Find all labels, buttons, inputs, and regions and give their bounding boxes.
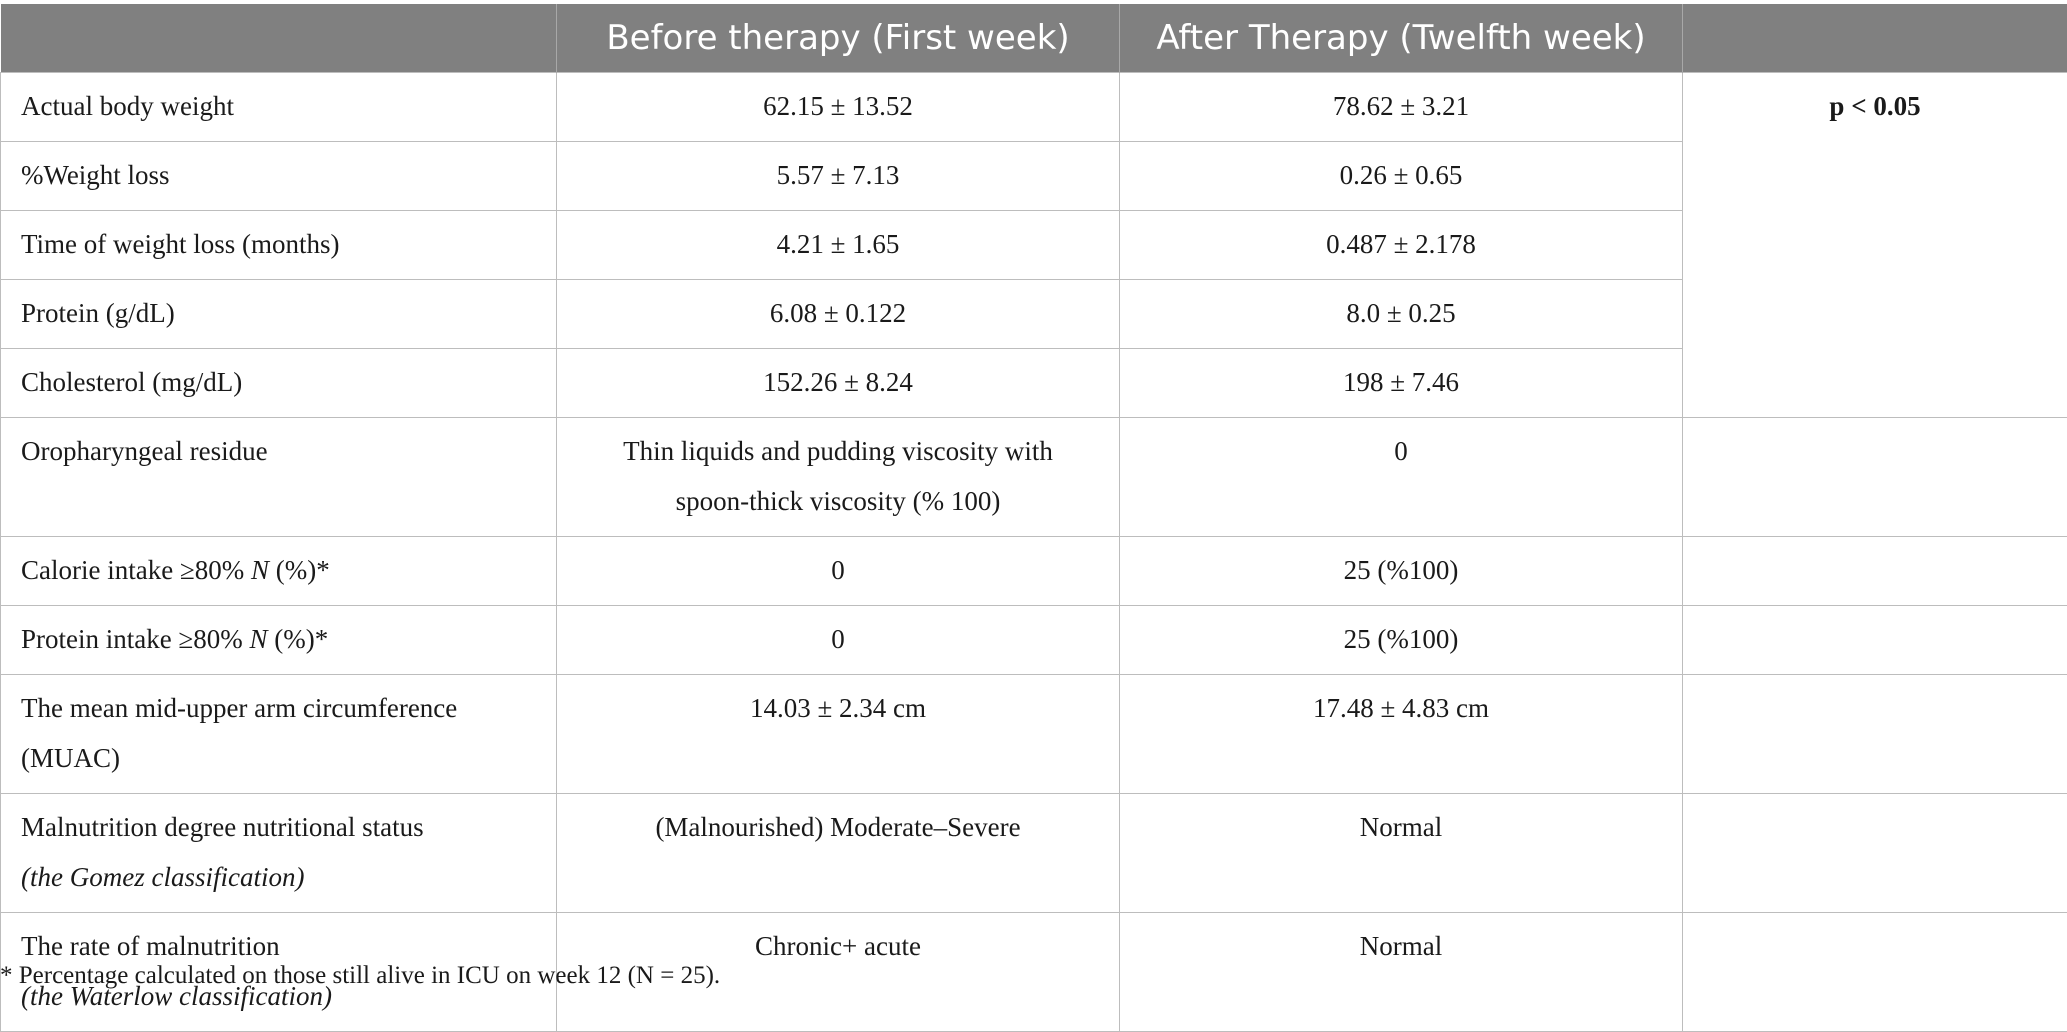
empty-cell — [1683, 418, 2067, 537]
table-row: Actual body weight 62.15 ± 13.52 78.62 ±… — [1, 73, 2067, 142]
row-label: The mean mid-upper arm circumference (MU… — [1, 675, 557, 794]
row-label-text: (%)* — [269, 555, 330, 585]
row-label: Malnutrition degree nutritional status (… — [1, 794, 557, 913]
before-value: 152.26 ± 8.24 — [557, 349, 1120, 418]
after-value: 78.62 ± 3.21 — [1120, 73, 1683, 142]
row-label-subtitle: (the Gomez classification) — [21, 852, 536, 902]
row-label: Protein (g/dL) — [1, 280, 557, 349]
row-label: Time of weight loss (months) — [1, 211, 557, 280]
row-label-line: The mean mid-upper arm circumference — [21, 683, 536, 733]
row-label: %Weight loss — [1, 142, 557, 211]
empty-cell — [1683, 675, 2067, 794]
significance-value: p < 0.05 — [1683, 73, 2067, 418]
row-label: Actual body weight — [1, 73, 557, 142]
after-value: 8.0 ± 0.25 — [1120, 280, 1683, 349]
before-value: 6.08 ± 0.122 — [557, 280, 1120, 349]
empty-cell — [1683, 537, 2067, 606]
after-value: Normal — [1120, 794, 1683, 913]
table-row: The mean mid-upper arm circumference (MU… — [1, 675, 2067, 794]
after-value: 25 (%100) — [1120, 537, 1683, 606]
after-value: 0.26 ± 0.65 — [1120, 142, 1683, 211]
header-after-therapy: After Therapy (Twelfth week) — [1120, 4, 1683, 73]
row-label-n: N — [250, 624, 268, 654]
row-label: Oropharyngeal residue — [1, 418, 557, 537]
table-footnote: * Percentage calculated on those still a… — [0, 962, 720, 990]
before-value-line: Thin liquids and pudding viscosity with — [577, 426, 1099, 476]
row-label: Cholesterol (mg/dL) — [1, 349, 557, 418]
table-row: Protein intake ≥80% N (%)* 0 25 (%100) — [1, 606, 2067, 675]
table-row: Oropharyngeal residue Thin liquids and p… — [1, 418, 2067, 537]
row-label-line: (MUAC) — [21, 733, 536, 783]
row-label-line: Malnutrition degree nutritional status — [21, 802, 536, 852]
before-value-line: spoon-thick viscosity (% 100) — [577, 476, 1099, 526]
after-value: 25 (%100) — [1120, 606, 1683, 675]
before-value: 0 — [557, 537, 1120, 606]
results-table: Before therapy (First week) After Therap… — [0, 4, 2067, 1032]
before-value: 14.03 ± 2.34 cm — [557, 675, 1120, 794]
before-value: Thin liquids and pudding viscosity with … — [557, 418, 1120, 537]
header-variable — [1, 4, 557, 73]
header-row: Before therapy (First week) After Therap… — [1, 4, 2067, 73]
before-value: 62.15 ± 13.52 — [557, 73, 1120, 142]
empty-cell — [1683, 794, 2067, 913]
row-label-text: Calorie intake ≥80% — [21, 555, 251, 585]
row-label: Protein intake ≥80% N (%)* — [1, 606, 557, 675]
table-row: Calorie intake ≥80% N (%)* 0 25 (%100) — [1, 537, 2067, 606]
header-before-therapy: Before therapy (First week) — [557, 4, 1120, 73]
after-value: 198 ± 7.46 — [1120, 349, 1683, 418]
after-value: 0.487 ± 2.178 — [1120, 211, 1683, 280]
row-label: Calorie intake ≥80% N (%)* — [1, 537, 557, 606]
row-label-text: Protein intake ≥80% — [21, 624, 250, 654]
before-value: 4.21 ± 1.65 — [557, 211, 1120, 280]
before-value: 0 — [557, 606, 1120, 675]
table-row: Malnutrition degree nutritional status (… — [1, 794, 2067, 913]
before-value: 5.57 ± 7.13 — [557, 142, 1120, 211]
row-label-text: (%)* — [268, 624, 329, 654]
after-value: Normal — [1120, 913, 1683, 1032]
after-value: 17.48 ± 4.83 cm — [1120, 675, 1683, 794]
before-value: (Malnourished) Moderate–Severe — [557, 794, 1120, 913]
header-significance — [1683, 4, 2067, 73]
row-label-n: N — [251, 555, 269, 585]
after-value: 0 — [1120, 418, 1683, 537]
empty-cell — [1683, 913, 2067, 1032]
empty-cell — [1683, 606, 2067, 675]
